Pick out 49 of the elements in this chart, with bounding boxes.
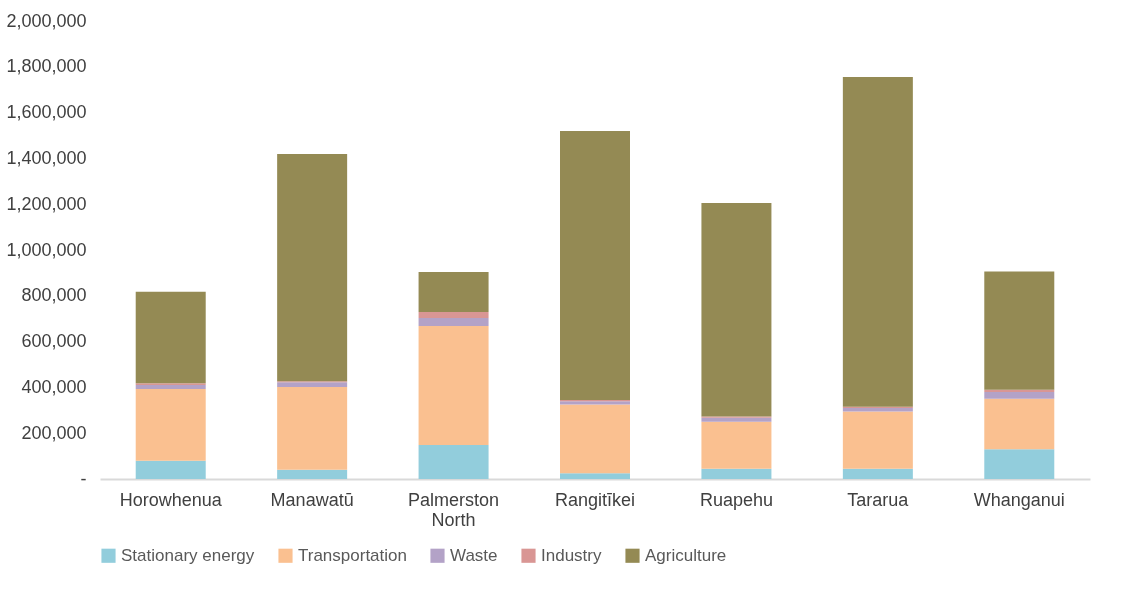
bar — [418, 326, 489, 446]
y-tick-label: 800,000 — [21, 285, 87, 306]
bar — [277, 469, 348, 479]
bar — [701, 468, 772, 479]
legend-label: Industry — [541, 545, 602, 565]
bar — [984, 398, 1055, 450]
bar — [418, 312, 489, 319]
x-tick-label: Rangitīkei — [554, 489, 636, 510]
bar — [277, 386, 348, 470]
bar — [135, 460, 206, 479]
bar — [560, 404, 630, 474]
bar — [418, 271, 489, 313]
y-tick-label: 1,400,000 — [6, 147, 87, 168]
bar — [418, 318, 489, 327]
x-tick-label: Horowhenua — [119, 489, 223, 510]
x-tick-label: Ruapehu — [699, 489, 773, 510]
bar — [842, 411, 913, 469]
bar — [277, 154, 348, 382]
bar — [842, 77, 913, 407]
y-tick-label: 1,200,000 — [6, 193, 87, 214]
bar — [984, 271, 1055, 390]
bar — [984, 449, 1055, 479]
y-tick-label: 1,000,000 — [6, 239, 87, 260]
y-tick-label: 400,000 — [21, 376, 87, 397]
x-tick-label: Tararua — [847, 489, 910, 510]
legend-label: Agriculture — [645, 545, 727, 565]
bar — [418, 445, 489, 479]
bar — [701, 421, 772, 469]
bar — [135, 291, 206, 384]
x-tick-label: Palmerston North — [408, 489, 500, 530]
bar — [560, 130, 630, 400]
y-tick-label: 1,800,000 — [6, 56, 87, 77]
y-tick-label: 600,000 — [21, 331, 87, 352]
bar — [560, 473, 630, 479]
y-tick-label: - — [80, 468, 87, 489]
bar — [135, 389, 206, 461]
y-tick-label: 2,000,000 — [6, 10, 87, 31]
y-tick-label: 200,000 — [21, 422, 87, 443]
x-tick-label: Manawatū — [270, 489, 354, 510]
x-tick-label: Whanganui — [973, 489, 1065, 510]
y-tick-label: 1,600,000 — [6, 102, 87, 123]
bar — [701, 203, 772, 417]
legend-label: Transportation — [298, 545, 407, 565]
legend-label: Waste — [450, 545, 498, 565]
bar — [842, 468, 913, 479]
legend-label: Stationary energy — [121, 545, 255, 565]
bar — [984, 391, 1055, 399]
bar — [277, 382, 348, 387]
bar — [701, 417, 772, 422]
